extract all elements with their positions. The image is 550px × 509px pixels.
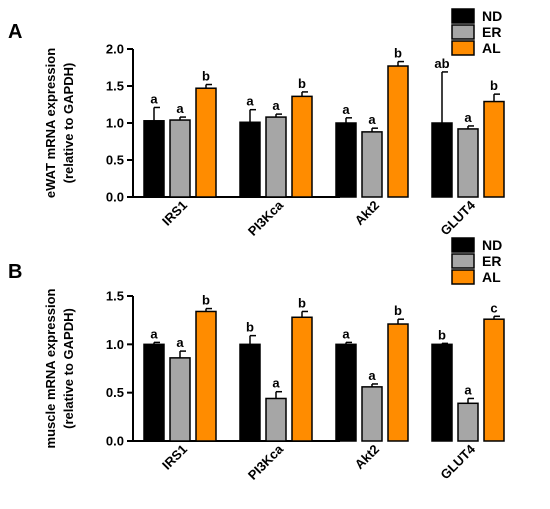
significance-label: b [298,76,306,91]
legend-label-al: AL [482,269,501,285]
legend-swatch-nd [451,237,475,253]
y-tick-label: 0.5 [106,153,124,168]
significance-label: b [490,78,498,93]
significance-label: b [202,293,210,308]
category-label: IRS1 [159,198,190,229]
y-tick-label: 1.5 [106,289,124,304]
significance-label: ab [434,56,449,71]
significance-label: a [342,102,350,117]
legend-swatch-al [451,40,475,56]
y-tick-label: 0.5 [106,385,124,400]
significance-label: b [394,303,402,318]
y-tick-label: 1.0 [106,116,124,131]
y-axis-subtitle: (relative to GAPDH) [61,308,76,429]
y-tick-label: 1.5 [106,79,124,94]
bar-al-pi3kca [291,316,313,442]
legend-label-er: ER [482,253,501,269]
bar-nd-pi3kca [239,121,261,198]
category-label: Akt2 [352,442,383,473]
bar-nd-akt2 [335,122,357,198]
bar-er-irs1 [169,357,191,442]
y-axis-title: eWAT mRNA expression [43,48,58,198]
legend-swatch-nd [451,8,475,24]
legend-label-nd: ND [482,8,502,24]
significance-label: a [150,91,158,106]
bar-er-irs1 [169,119,191,198]
panel-letter: A [8,21,22,43]
significance-label: a [176,335,184,350]
significance-label: b [298,295,306,310]
significance-label: b [394,46,402,61]
bar-al-irs1 [195,87,217,198]
y-tick-label: 1.0 [106,337,124,352]
significance-label: b [246,320,254,335]
category-label: GLUT4 [437,441,478,482]
bar-er-akt2 [361,131,383,198]
bar-al-akt2 [387,323,409,442]
significance-label: a [150,326,158,341]
bar-er-pi3kca [265,397,287,442]
legend-swatch-al [451,269,475,285]
y-axis-title: muscle mRNA expression [43,288,58,448]
bar-er-glut4 [457,402,479,442]
significance-label: a [342,326,350,341]
significance-label: a [176,101,184,116]
significance-label: a [368,112,376,127]
y-tick-label: 0.0 [106,190,124,205]
legend-swatch-er [451,24,475,40]
category-label: PI3Kca [245,441,287,483]
bar-er-glut4 [457,128,479,198]
significance-label: a [246,94,254,109]
bar-al-glut4 [483,318,505,442]
panel-letter: B [8,261,22,283]
bar-al-glut4 [483,100,505,198]
legend-label-al: AL [482,40,501,56]
category-label: GLUT4 [437,197,478,238]
y-tick-label: 0.0 [106,434,124,449]
bar-al-pi3kca [291,95,313,198]
bar-nd-irs1 [143,343,165,442]
legend-label-er: ER [482,24,501,40]
bar-nd-pi3kca [239,343,261,442]
y-tick-label: 2.0 [106,42,124,57]
bar-al-irs1 [195,310,217,442]
category-label: PI3Kca [245,197,287,239]
significance-label: a [272,98,280,113]
y-axis-subtitle: (relative to GAPDH) [61,63,76,184]
significance-label: a [272,376,280,391]
legend-label-nd: ND [482,237,502,253]
bar-nd-glut4 [431,122,453,198]
legend-swatch-er [451,253,475,269]
significance-label: c [490,300,497,315]
bar-al-akt2 [387,65,409,198]
bar-nd-glut4 [431,343,453,442]
significance-label: b [438,327,446,342]
bar-nd-akt2 [335,343,357,442]
bar-er-akt2 [361,386,383,442]
significance-label: a [464,382,472,397]
bar-nd-irs1 [143,120,165,198]
bar-er-pi3kca [265,116,287,198]
significance-label: a [464,110,472,125]
significance-label: a [368,368,376,383]
significance-label: b [202,69,210,84]
category-label: Akt2 [352,198,383,229]
category-label: IRS1 [159,442,190,473]
